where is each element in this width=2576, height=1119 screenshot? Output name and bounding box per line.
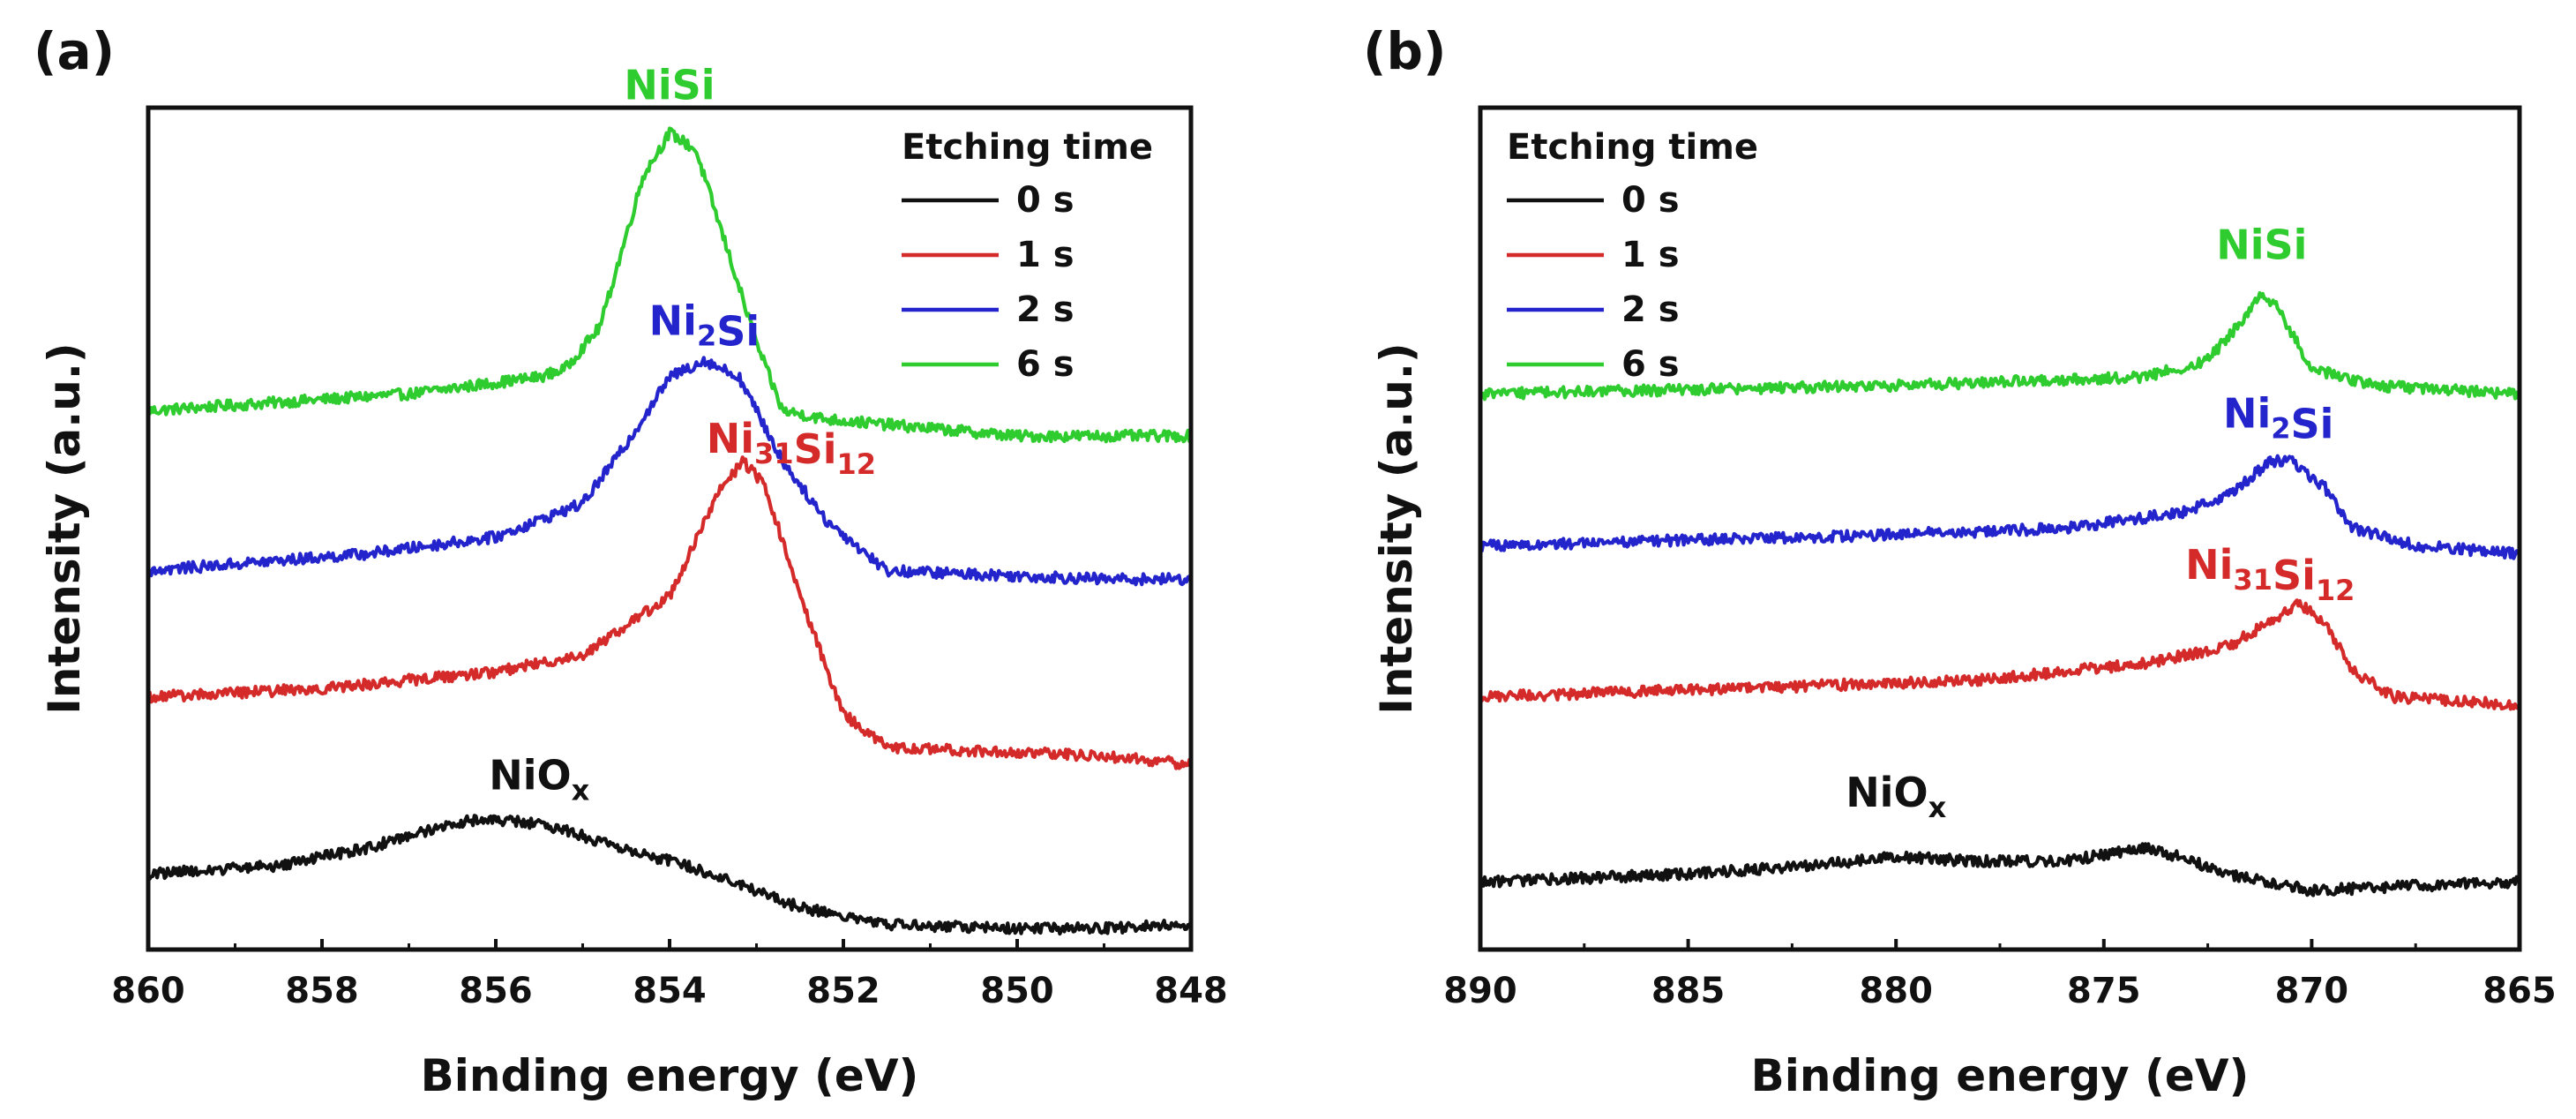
x-tick-label: 852 (806, 971, 880, 1011)
x-tick-label: 875 (2067, 971, 2141, 1011)
x-tick-label: 858 (285, 971, 359, 1011)
peak-label-niox: NiOx (1846, 769, 1946, 824)
panel-b: (b) 890 885 880 875 870 865 Binding energy (eV)… (1363, 21, 2557, 1101)
peak-label-ni2si: Ni2Si (2223, 390, 2333, 448)
panel-label: (b) (1363, 21, 1447, 81)
x-axis-title: Binding energy (eV) (421, 1050, 919, 1101)
x-tick-label: 848 (1154, 971, 1228, 1011)
x-tick-label: 850 (980, 971, 1054, 1011)
x-axis-title: Binding energy (eV) (1751, 1050, 2250, 1101)
series-line-1s (146, 455, 1193, 770)
series-line-1s (1478, 598, 2521, 711)
x-tick-label: 870 (2275, 971, 2349, 1011)
panel-a: (a) 860 858 856 854 852 850 848 Binding energy (… (34, 21, 1228, 1101)
legend-entry-label: 1 s (1016, 235, 1075, 275)
series-line-0s (1479, 842, 2521, 897)
panel-label: (a) (34, 21, 115, 81)
legend-title: Etching time (902, 127, 1153, 168)
y-axis-title: Intensity (a.u.) (39, 342, 90, 714)
x-tick-label: 854 (633, 971, 707, 1011)
series-line-6s (146, 126, 1194, 444)
x-tick-label: 865 (2482, 971, 2557, 1011)
x-tick-label: 860 (111, 971, 185, 1011)
legend-entry-label: 0 s (1621, 180, 1680, 221)
legend: Etching time 0 s 1 s 2 s 6 s (1507, 127, 1758, 385)
x-tick-label: 890 (1443, 971, 1517, 1011)
series-line-0s (147, 814, 1194, 936)
y-axis-title: Intensity (a.u.) (1371, 342, 1422, 714)
series-line-6s (1478, 290, 2521, 402)
peak-label-ni31si12: Ni31Si12 (707, 415, 876, 481)
legend-entry-label: 1 s (1621, 235, 1680, 275)
legend-entry-label: 2 s (1621, 289, 1680, 330)
series-line-2s (146, 356, 1192, 587)
x-tick-label: 880 (1859, 971, 1933, 1011)
legend-entry-label: 6 s (1621, 344, 1680, 385)
x-tick-label: 856 (459, 971, 533, 1011)
legend-title: Etching time (1507, 127, 1758, 168)
legend-entry-label: 2 s (1016, 289, 1075, 330)
legend-entry-label: 6 s (1016, 344, 1075, 385)
peak-label-niox: NiOx (489, 752, 589, 807)
legend: Etching time 0 s 1 s 2 s 6 s (902, 127, 1153, 385)
peak-label-ni31si12: Ni31Si12 (2185, 541, 2355, 607)
peak-label-ni2si: Ni2Si (649, 297, 760, 356)
x-tick-label: 885 (1651, 971, 1726, 1011)
series-line-2s (1479, 454, 2521, 560)
peak-label-nisi: NiSi (2216, 222, 2307, 269)
legend-entry-label: 0 s (1016, 180, 1075, 221)
peak-label-nisi: NiSi (624, 61, 715, 109)
